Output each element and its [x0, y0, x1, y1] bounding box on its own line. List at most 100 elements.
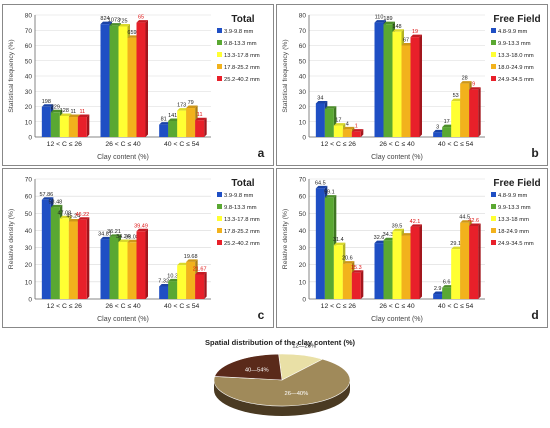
bar: [351, 272, 361, 299]
legend-swatch: [491, 192, 496, 197]
bar-side: [478, 223, 481, 299]
data-label: 6.6: [443, 280, 451, 286]
data-label: 11: [70, 109, 76, 115]
y-tick-label: 40: [299, 228, 307, 235]
y-tick-label: 40: [299, 74, 307, 81]
chart-title: Total: [231, 178, 254, 189]
chart-panel-c: 0 10 20 30 40 50 60 70 57.86 53.48 47.08 45.24 46.22…: [2, 168, 274, 328]
bar-top: [324, 195, 337, 198]
data-label: 39.49: [134, 223, 148, 229]
panel-letter: d: [531, 308, 538, 322]
bar: [177, 110, 187, 137]
bar-top: [68, 114, 81, 118]
bar-top: [351, 270, 364, 273]
bar: [315, 103, 325, 137]
y-tick-label: 40: [25, 74, 33, 81]
data-label: 20.6: [342, 256, 353, 262]
bar: [168, 120, 178, 137]
bar: [59, 115, 69, 137]
data-label: 659: [127, 30, 136, 36]
bar-top: [77, 217, 90, 220]
bar: [41, 106, 51, 137]
data-label: 32.6: [374, 235, 385, 241]
bar-top: [333, 123, 346, 126]
bar: [401, 45, 411, 137]
legend-label: 4.8-9.9 mm: [498, 29, 527, 35]
data-label: 15.3: [351, 265, 362, 271]
data-label: 42.6: [468, 218, 479, 224]
bar: [109, 25, 119, 137]
bar-side: [86, 217, 90, 299]
x-axis-label: Clay content (%): [97, 154, 149, 161]
legend-swatch: [491, 76, 496, 81]
bar-top: [195, 272, 207, 275]
bar-top: [100, 236, 112, 240]
x-tick-label: 26 < C ≤ 40: [379, 303, 415, 310]
bar-top: [109, 23, 121, 26]
bar-top: [392, 29, 404, 32]
legend-label: 17.8-25.2 mm: [224, 65, 260, 71]
x-tick-label: 40 < C ≤ 54: [164, 141, 200, 148]
bar-top: [41, 104, 54, 107]
bar-top: [460, 81, 472, 84]
data-label: 110: [375, 15, 384, 21]
data-label: 34.3: [383, 232, 394, 238]
bar-top: [109, 234, 121, 237]
data-label: 34.24: [116, 234, 130, 240]
data-label: 2.9: [434, 286, 442, 292]
data-label: 128: [60, 108, 69, 114]
y-tick-label: 10: [299, 119, 307, 126]
pie-slice: [214, 353, 283, 381]
legend-label: 9.9-13.3 mm: [498, 41, 531, 47]
data-label: 79: [188, 100, 194, 106]
bar: [324, 197, 334, 299]
x-tick-label: 12 < C ≤ 26: [47, 141, 83, 148]
y-tick-label: 30: [25, 89, 33, 96]
bar-side: [478, 87, 481, 137]
data-label: 824: [100, 16, 109, 22]
bar-top: [100, 21, 112, 25]
bar: [136, 22, 146, 137]
data-label: 189: [383, 16, 392, 22]
panel-letter: a: [258, 146, 265, 160]
data-label: 36.21: [107, 229, 121, 235]
pie-label: 12—26%: [292, 343, 316, 349]
data-label: 28: [462, 76, 468, 82]
legend-swatch: [491, 216, 496, 221]
bar-top: [383, 21, 395, 25]
bar: [383, 240, 393, 299]
bar: [333, 125, 343, 137]
data-label: 17: [444, 119, 450, 125]
chart-b-svg: 0 10 20 30 40 50 60 70 80 34 17 4 1 12 < C ≤ 26 110 189…: [282, 13, 541, 162]
bar: [100, 239, 110, 299]
bar: [118, 26, 128, 137]
y-tick-label: 60: [299, 194, 307, 201]
legend-label: 3.9-9.8 mm: [224, 29, 253, 35]
bar: [68, 117, 78, 137]
x-tick-label: 40 < C ≤ 54: [164, 303, 200, 310]
y-tick-label: 0: [302, 135, 306, 142]
y-axis-label: Relative density (%): [282, 209, 289, 269]
bar-top: [118, 239, 130, 243]
y-axis-label: Statistical frequency (%): [282, 39, 289, 112]
data-label: 65: [138, 15, 144, 21]
bar-top: [433, 291, 445, 295]
pie-chart: Spatial distribution of the clay content…: [170, 338, 390, 423]
bar: [433, 294, 443, 299]
x-axis-label: Clay content (%): [371, 316, 423, 323]
bar: [177, 265, 187, 299]
bar-side: [145, 228, 148, 299]
bar-side: [145, 20, 148, 137]
bar-top: [451, 246, 463, 250]
bar: [410, 37, 420, 137]
legend-swatch: [217, 64, 222, 69]
y-tick-label: 30: [299, 245, 307, 252]
y-tick-label: 50: [25, 211, 33, 218]
panel-letter: c: [258, 308, 265, 322]
y-tick-label: 10: [25, 119, 33, 126]
chart-panel-a: 0 10 20 30 40 50 60 70 80 198 229 128 11 11 12 < C ≤ 2…: [2, 4, 274, 166]
bar: [109, 236, 119, 299]
data-label: 34.81: [98, 231, 112, 237]
data-label: 34: [317, 95, 323, 101]
